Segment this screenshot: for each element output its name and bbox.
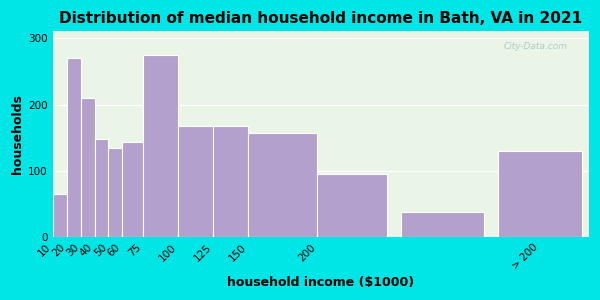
Bar	[122, 142, 143, 237]
Bar	[80, 98, 95, 237]
Bar	[53, 194, 67, 237]
Bar	[67, 58, 80, 237]
Bar	[499, 151, 582, 237]
Bar	[95, 139, 109, 237]
Bar	[213, 126, 248, 237]
X-axis label: household income ($1000): household income ($1000)	[227, 276, 415, 289]
Title: Distribution of median household income in Bath, VA in 2021: Distribution of median household income …	[59, 11, 583, 26]
Bar	[143, 55, 178, 237]
Text: City-Data.com: City-Data.com	[503, 42, 568, 51]
Bar	[248, 133, 317, 237]
Bar	[109, 148, 122, 237]
Bar	[317, 174, 387, 237]
Bar	[401, 212, 484, 237]
Bar	[178, 126, 213, 237]
Y-axis label: households: households	[11, 94, 24, 174]
